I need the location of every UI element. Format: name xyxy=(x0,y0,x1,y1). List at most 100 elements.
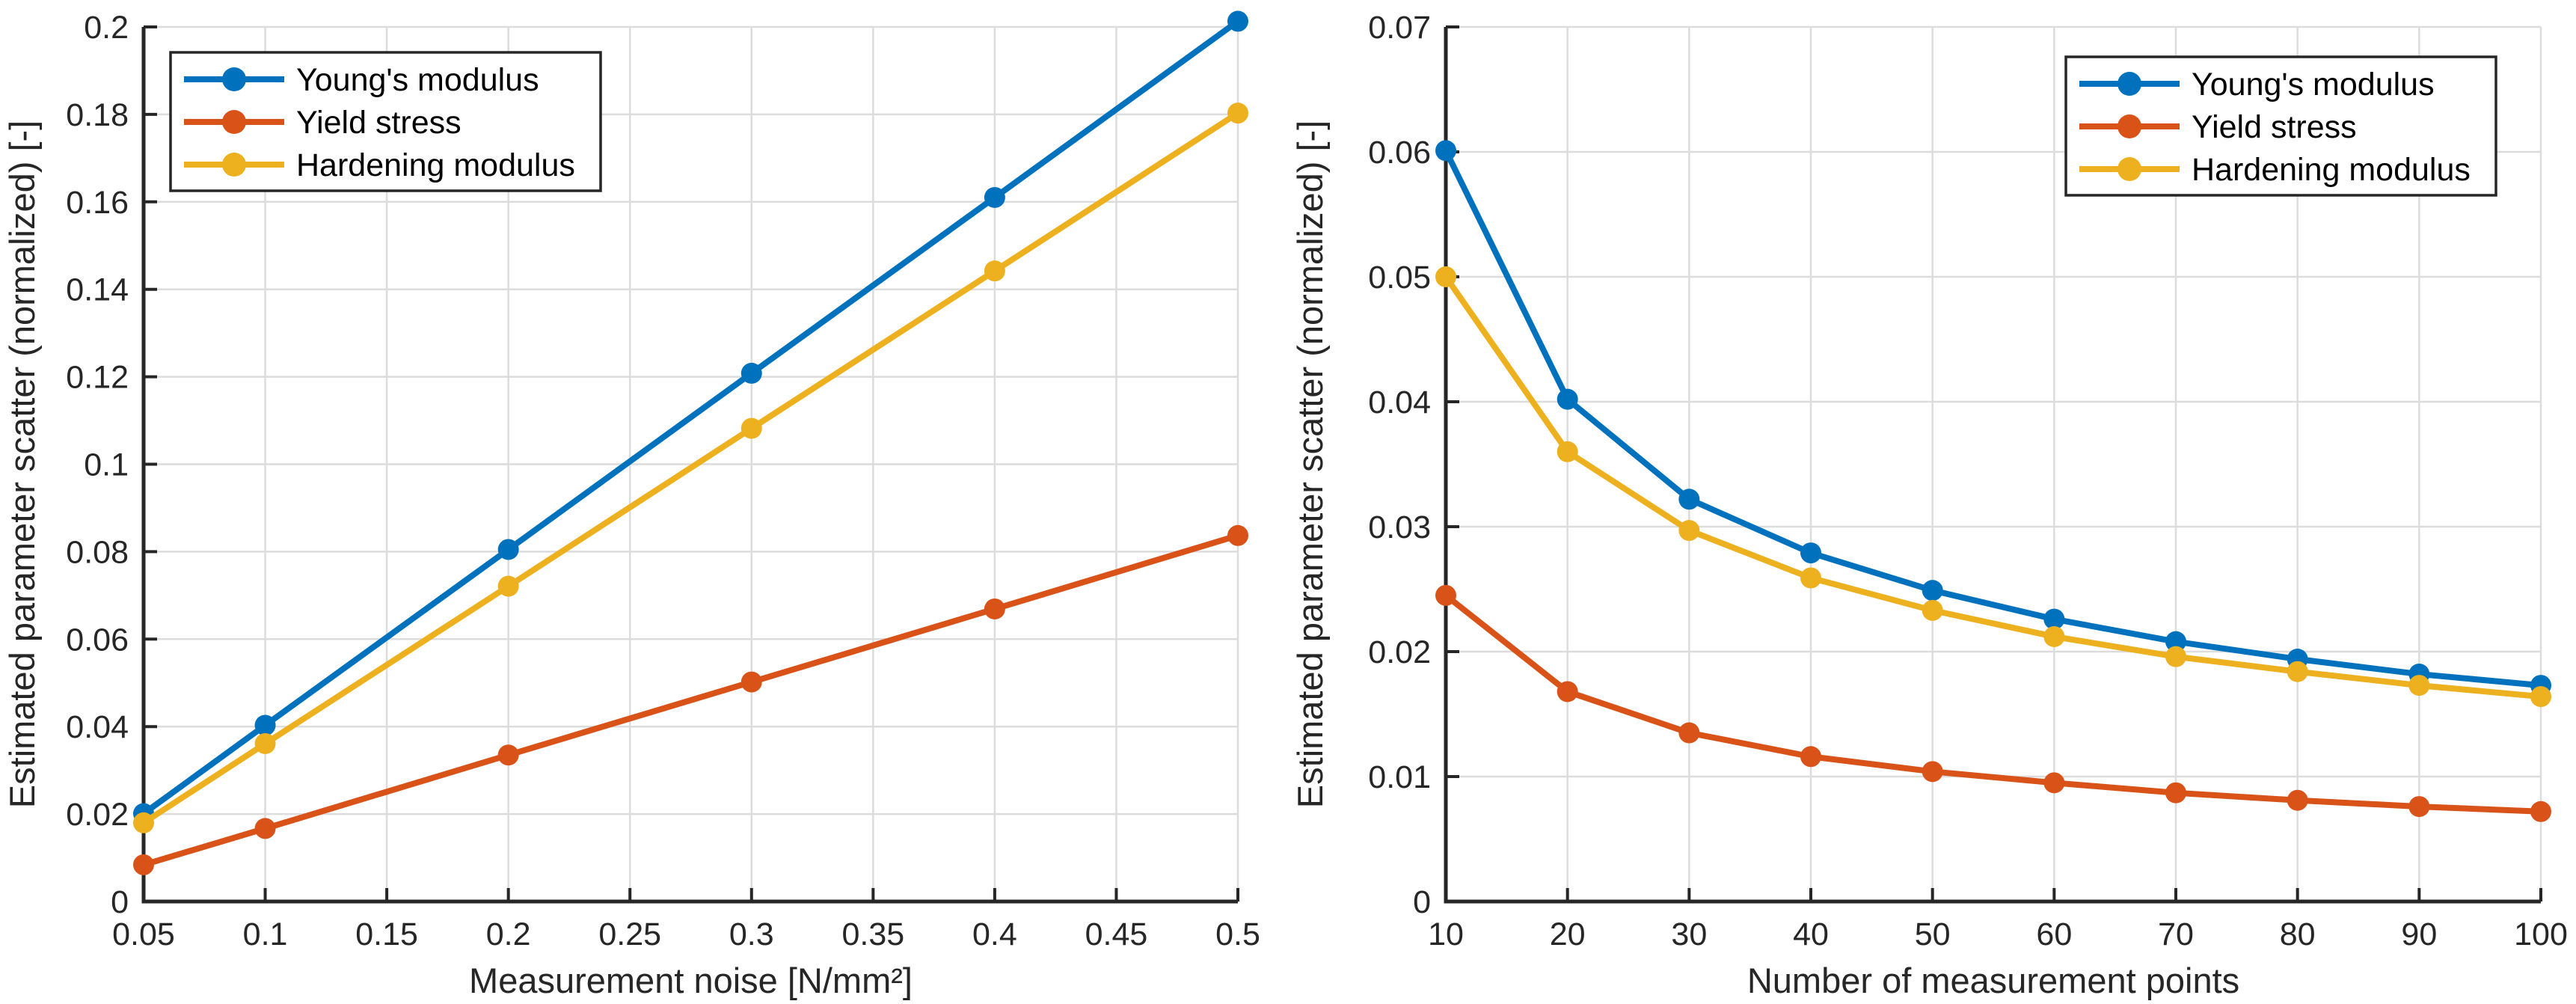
data-point-hardening-modulus xyxy=(1227,102,1248,124)
data-point-young-s-modulus xyxy=(1678,489,1700,510)
data-point-young-s-modulus xyxy=(1557,388,1578,410)
x-tick-label: 90 xyxy=(2401,916,2437,952)
left-chart-panel: 0.05 0.1 0.15 0.2 0.25 0.3 0.35 0.4 0.45 0.5 0 0.02… xyxy=(2,10,1260,1000)
legend-marker xyxy=(222,67,246,91)
x-tick-label: 0.05 xyxy=(112,916,175,952)
series-line-yield-stress xyxy=(1443,592,2544,815)
x-tick-label: 0.5 xyxy=(1215,916,1260,952)
data-point-yield-stress xyxy=(1800,746,1821,768)
legend-label: Hardening modulus xyxy=(2192,152,2471,188)
data-point-yield-stress xyxy=(2287,789,2308,811)
x-tick-label: 0.15 xyxy=(355,916,418,952)
y-tick-label: 0.06 xyxy=(66,622,129,658)
x-tick-label: 0.4 xyxy=(972,916,1017,952)
x-tick-label: 80 xyxy=(2280,916,2316,952)
data-point-young-s-modulus xyxy=(254,714,276,736)
data-point-young-s-modulus xyxy=(1227,10,1248,32)
data-point-yield-stress xyxy=(497,744,519,766)
data-point-young-s-modulus xyxy=(1800,542,1821,564)
data-point-hardening-modulus xyxy=(2043,625,2065,647)
series-line-young-s-modulus xyxy=(1443,147,2544,689)
y-tick-label: 0.02 xyxy=(66,797,129,833)
y-tick-label: 0.14 xyxy=(66,272,129,308)
y-tick-label: 0.01 xyxy=(1368,759,1431,795)
x-tick-label: 0.25 xyxy=(598,916,661,952)
data-point-young-s-modulus xyxy=(984,186,1005,208)
data-point-young-s-modulus xyxy=(740,362,762,384)
x-tick-label: 0.2 xyxy=(486,916,531,952)
series-line-young-s-modulus xyxy=(141,18,1241,817)
data-point-young-s-modulus xyxy=(2165,631,2186,652)
x-tick-label: 10 xyxy=(1428,916,1464,952)
data-point-hardening-modulus xyxy=(1922,599,1943,621)
series-line-hardening-modulus xyxy=(1443,274,2544,700)
data-point-yield-stress xyxy=(2408,796,2430,818)
legend-item-young-s-modulus: Young's modulus xyxy=(2079,67,2435,102)
legend: Young's modulus Yield stress Hardening mod… xyxy=(2064,55,2497,197)
data-point-yield-stress xyxy=(2165,782,2186,803)
legend-label: Young's modulus xyxy=(2192,67,2435,102)
data-point-yield-stress xyxy=(133,854,154,875)
legend-item-yield-stress: Yield stress xyxy=(184,105,461,141)
right-chart-panel: 10 20 30 40 50 60 70 80 90 100 0 0.01 0.02 0.03 0.04 0.… xyxy=(1288,0,2576,1004)
y-tick-label: 0.02 xyxy=(1368,634,1431,670)
x-tick-label: 0.45 xyxy=(1085,916,1148,952)
legend-item-hardening-modulus: Hardening modulus xyxy=(184,147,575,183)
data-point-hardening-modulus xyxy=(2408,675,2430,697)
y-tick-label: 0.04 xyxy=(1368,385,1431,420)
left-chart: 0.05 0.1 0.15 0.2 0.25 0.3 0.35 0.4 0.45 0.5 0 0.02… xyxy=(2,10,1260,1000)
data-point-hardening-modulus xyxy=(1557,441,1578,462)
legend-label: Young's modulus xyxy=(296,62,539,98)
legend-marker xyxy=(222,153,246,177)
y-tick-label: 0.04 xyxy=(66,709,129,745)
data-point-yield-stress xyxy=(2043,772,2065,794)
right-chart: 10 20 30 40 50 60 70 80 90 100 0 0.01 0.02 0.03 0.04 0.… xyxy=(1290,10,2568,1000)
y-tick-label: 0 xyxy=(1413,884,1431,920)
y-tick-label: 0.12 xyxy=(66,360,129,396)
x-axis-label: Number of measurement points xyxy=(1747,961,2239,1000)
data-point-yield-stress xyxy=(740,671,762,693)
data-point-hardening-modulus xyxy=(2165,646,2186,667)
legend-label: Hardening modulus xyxy=(296,147,575,183)
data-point-young-s-modulus xyxy=(1922,580,1943,602)
series-line-yield-stress xyxy=(141,532,1241,868)
y-tick-label: 0.03 xyxy=(1368,509,1431,545)
data-point-young-s-modulus xyxy=(2043,608,2065,630)
y-tick-label: 0 xyxy=(111,884,129,920)
y-tick-label: 0.2 xyxy=(84,10,129,46)
legend-marker xyxy=(2117,114,2141,138)
x-tick-label: 100 xyxy=(2514,916,2568,952)
data-point-young-s-modulus xyxy=(497,539,519,560)
x-tick-label: 20 xyxy=(1550,916,1586,952)
data-point-hardening-modulus xyxy=(1435,266,1456,287)
x-tick-label: 0.1 xyxy=(243,916,288,952)
x-axis-label: Measurement noise [N/mm²] xyxy=(469,961,913,1000)
data-point-hardening-modulus xyxy=(254,732,276,754)
y-tick-label: 0.1 xyxy=(84,447,129,483)
data-point-hardening-modulus xyxy=(1678,520,1700,542)
legend-label: Yield stress xyxy=(2192,109,2357,145)
legend-marker xyxy=(2117,157,2141,181)
legend-item-yield-stress: Yield stress xyxy=(2079,109,2357,145)
data-point-yield-stress xyxy=(1922,761,1943,783)
x-tick-label: 70 xyxy=(2158,916,2194,952)
x-tick-label: 60 xyxy=(2036,916,2072,952)
data-point-hardening-modulus xyxy=(133,812,154,833)
data-point-yield-stress xyxy=(984,598,1005,619)
data-point-yield-stress xyxy=(1435,584,1456,606)
data-point-yield-stress xyxy=(1557,681,1578,703)
y-axis-label: Estimated parameter scatter (normalized)… xyxy=(2,120,42,808)
legend-marker xyxy=(222,110,246,134)
data-point-hardening-modulus xyxy=(740,417,762,439)
x-tick-label: 50 xyxy=(1915,916,1951,952)
data-point-yield-stress xyxy=(1678,722,1700,744)
x-tick-label: 0.3 xyxy=(729,916,774,952)
y-axis-label: Estimated parameter scatter (normalized)… xyxy=(1290,120,1330,808)
legend-item-hardening-modulus: Hardening modulus xyxy=(2079,152,2471,188)
x-tick-label: 0.35 xyxy=(841,916,904,952)
y-tick-label: 0.16 xyxy=(66,185,129,221)
x-tick-label: 30 xyxy=(1671,916,1707,952)
y-tick-label: 0.06 xyxy=(1368,135,1431,171)
data-point-yield-stress xyxy=(1227,524,1248,546)
